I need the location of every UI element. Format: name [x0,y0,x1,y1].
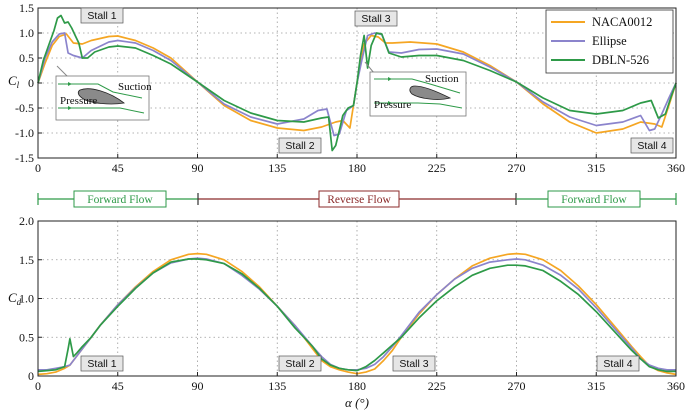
flow-reverse-label: Reverse Flow [327,194,391,206]
lift-xtick-label-90: 90 [192,161,204,175]
lift-stall-3: Stall 3 [354,10,398,27]
lift-ytick-label--1.5: -1.5 [15,151,34,165]
drag-ylabel-sub: d [17,297,22,307]
drag-ytick-label-1.5: 1.5 [19,253,34,267]
drag-xtick-label-360: 360 [667,379,685,393]
inset-reverse-pressure: Pressure [374,99,411,111]
drag-xtick-label-90: 90 [192,379,204,393]
lift-xtick-label-135: 135 [268,161,286,175]
inset-reverse-pointer [364,61,375,74]
drag-stall-1-label: Stall 1 [87,358,116,370]
lift-xtick-label-45: 45 [112,161,124,175]
drag-xtick-label-0: 0 [35,379,41,393]
lift-xtick-label-0: 0 [35,161,41,175]
inset-forward-arrow-1 [68,82,72,86]
lift-ylabel-sub: l [17,80,20,90]
flow-reverse-box [318,190,400,208]
lift-stall-1: Stall 1 [80,7,124,24]
lift-ylabel: Cl [8,73,20,90]
drag-ytick-label-0: 0 [28,369,34,383]
inset-forward-suction: Suction [118,81,152,93]
drag-series [37,252,677,376]
drag-grid [38,221,676,376]
lift-xtick-label-270: 270 [508,161,526,175]
inset-reverse-suction: Suction [425,73,459,85]
inset-forward-streamline-top [58,83,143,99]
inset-reverse-airfoil: Suction Pressure [364,61,467,117]
drag-ylabel-main: C [8,290,17,305]
lift-series-dbln526 [37,14,677,152]
drag-ytick-label-0.5: 0.5 [19,330,34,344]
inset-forward-pointer [56,65,69,78]
lift-stall-4-label: Stall 4 [637,140,666,152]
lift-xtick-label-360: 360 [667,161,685,175]
legend-label-dbln526: DBLN-526 [592,53,649,67]
drag-stall-2-label: Stall 2 [285,358,314,370]
drag-stall-2: Stall 2 [278,355,322,372]
drag-xtick-label-315: 315 [587,379,605,393]
inset-reverse-streamline-top [374,78,461,94]
inset-reverse-arrow-2 [388,101,392,105]
legend-label-naca0012: NACA0012 [592,15,652,29]
drag-xtick-label-270: 270 [508,379,526,393]
lift-ytick-label-1.0: 1.0 [19,26,34,40]
lift-xtick-label-225: 225 [428,161,446,175]
drag-stall-3: Stall 3 [392,355,436,372]
legend-label-ellipse: Ellipse [592,34,627,48]
lift-ytick-label-0.5: 0.5 [19,51,34,65]
drag-stall-1: Stall 1 [80,355,124,372]
lift-ytick-label--1.0: -1.0 [15,126,34,140]
legend: NACA0012 Ellipse DBLN-526 [545,9,674,74]
lift-stall-2-label: Stall 2 [285,140,314,152]
drag-ylabel: Cd [8,290,22,307]
drag-ytick-label-2.0: 2.0 [19,214,34,228]
inset-forward-airfoil-shape [77,88,125,105]
drag-stall-3-label: Stall 3 [399,358,428,370]
drag-ytick-label-1.0: 1.0 [19,292,34,306]
lift-panel: 0 45 90 135 180 225 270 315 360 -1.5 -1.0 -0.5 0 0.5 1… [8,1,685,175]
lift-stall-3-label: Stall 3 [361,13,390,25]
lift-series [37,14,677,152]
inset-forward-arrow-2 [68,106,72,110]
lift-ytick-label-1.5: 1.5 [19,1,34,15]
flow-forward-1-box [73,190,167,208]
drag-ticks: 0 45 90 135 180 225 270 315 360 0 0.5 1.0 1.5 2.0 [19,214,685,393]
lift-ticks: 0 45 90 135 180 225 270 315 360 -1.5 -1.0 -0.5 0 0.5 1… [15,1,685,175]
lift-ylabel-main: C [8,73,17,88]
flow-forward-1-label: Forward Flow [87,194,153,206]
lift-stall-2: Stall 2 [278,137,322,154]
drag-xlabel: α (°) [345,395,369,410]
inset-forward-pressure: Pressure [60,95,97,107]
flow-forward-2-box [547,190,641,208]
lift-ytick-label-0: 0 [28,76,34,90]
drag-stall-4: Stall 4 [596,355,640,372]
inset-forward-streamline-bottom [58,107,145,114]
drag-series-dbln526 [37,258,676,373]
flow-regime-bar: Forward Flow Reverse Flow Forward Flow [37,190,677,208]
drag-xtick-label-180: 180 [348,379,366,393]
drag-xtick-label-135: 135 [268,379,286,393]
lift-stall-4: Stall 4 [630,137,674,154]
inset-reverse-streamline-bottom [374,102,463,109]
lift-stall-1-label: Stall 1 [87,10,116,22]
drag-xtick-label-225: 225 [428,379,446,393]
lift-ytick-label--0.5: -0.5 [15,101,34,115]
lift-xtick-label-315: 315 [587,161,605,175]
inset-reverse-arrow-1 [388,77,392,81]
lift-series-naca0012 [37,33,677,134]
lift-xtick-label-180: 180 [348,161,366,175]
inset-reverse-airfoil-shape [409,85,452,100]
drag-xtick-label-45: 45 [112,379,124,393]
flow-forward-2-label: Forward Flow [561,194,627,206]
drag-stall-4-label: Stall 4 [603,358,632,370]
inset-forward-airfoil: Suction Pressure [55,65,152,121]
